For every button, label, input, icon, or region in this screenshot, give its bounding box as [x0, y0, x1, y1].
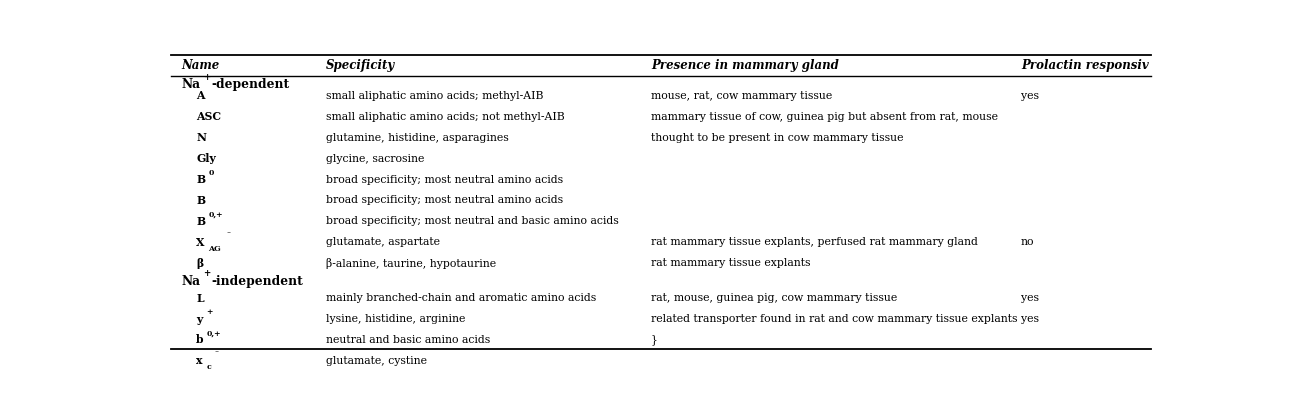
Text: small aliphatic amino acids; not methyl-AIB: small aliphatic amino acids; not methyl-…: [326, 112, 565, 122]
Text: +: +: [204, 73, 210, 82]
Text: ⁻: ⁻: [226, 232, 231, 240]
Text: no: no: [1022, 237, 1035, 247]
Text: }: }: [651, 334, 658, 345]
Text: Presence in mammary gland: Presence in mammary gland: [651, 59, 838, 72]
Text: yes: yes: [1022, 293, 1038, 303]
Text: glutamine, histidine, asparagines: glutamine, histidine, asparagines: [326, 133, 510, 143]
Text: glutamate, cystine: glutamate, cystine: [326, 356, 427, 366]
Text: N: N: [196, 132, 206, 143]
Text: B: B: [196, 195, 205, 206]
Text: thought to be present in cow mammary tissue: thought to be present in cow mammary tis…: [651, 133, 903, 143]
Text: neutral and basic amino acids: neutral and basic amino acids: [326, 335, 490, 345]
Text: B: B: [196, 216, 205, 227]
Text: Prolactin responsiv: Prolactin responsiv: [1022, 59, 1149, 72]
Text: A: A: [196, 90, 205, 101]
Text: rat mammary tissue explants: rat mammary tissue explants: [651, 258, 810, 268]
Text: mammary tissue of cow, guinea pig but absent from rat, mouse: mammary tissue of cow, guinea pig but ab…: [651, 112, 998, 122]
Text: yes: yes: [1022, 314, 1038, 324]
Text: ASC: ASC: [196, 111, 222, 122]
Text: rat mammary tissue explants, perfused rat mammary gland: rat mammary tissue explants, perfused ra…: [651, 237, 978, 247]
Text: rat, mouse, guinea pig, cow mammary tissue: rat, mouse, guinea pig, cow mammary tiss…: [651, 293, 898, 303]
Text: +: +: [206, 308, 213, 316]
Text: broad specificity; most neutral and basic amino acids: broad specificity; most neutral and basi…: [326, 216, 619, 226]
Text: B: B: [196, 174, 205, 185]
Text: +: +: [204, 269, 210, 278]
Text: c: c: [206, 363, 212, 371]
Text: -independent: -independent: [212, 275, 303, 288]
Text: b: b: [196, 334, 204, 346]
Text: mouse, rat, cow mammary tissue: mouse, rat, cow mammary tissue: [651, 91, 832, 101]
Text: glycine, sacrosine: glycine, sacrosine: [326, 154, 424, 164]
Text: broad specificity; most neutral amino acids: broad specificity; most neutral amino ac…: [326, 174, 564, 184]
Text: AG: AG: [208, 244, 221, 252]
Text: 0,+: 0,+: [206, 329, 221, 337]
Text: β-alanine, taurine, hypotaurine: β-alanine, taurine, hypotaurine: [326, 258, 497, 269]
Text: lysine, histidine, arginine: lysine, histidine, arginine: [326, 314, 466, 324]
Text: 0,+: 0,+: [208, 211, 223, 219]
Text: x: x: [196, 356, 203, 366]
Text: Na: Na: [181, 275, 200, 288]
Text: related transporter found in rat and cow mammary tissue explants: related transporter found in rat and cow…: [651, 314, 1018, 324]
Text: Gly: Gly: [196, 153, 217, 164]
Text: -dependent: -dependent: [212, 78, 289, 92]
Text: y: y: [196, 314, 203, 324]
Text: Specificity: Specificity: [326, 59, 396, 72]
Text: glutamate, aspartate: glutamate, aspartate: [326, 237, 440, 247]
Text: yes: yes: [1022, 91, 1038, 101]
Text: X: X: [196, 237, 205, 248]
Text: ⁻: ⁻: [214, 350, 218, 358]
Text: L: L: [196, 292, 204, 304]
Text: β: β: [196, 258, 204, 269]
Text: mainly branched-chain and aromatic amino acids: mainly branched-chain and aromatic amino…: [326, 293, 596, 303]
Text: Na: Na: [181, 78, 200, 92]
Text: 0: 0: [208, 169, 214, 177]
Text: broad specificity; most neutral amino acids: broad specificity; most neutral amino ac…: [326, 196, 564, 206]
Text: Name: Name: [181, 59, 219, 72]
Text: small aliphatic amino acids; methyl-AIB: small aliphatic amino acids; methyl-AIB: [326, 91, 543, 101]
